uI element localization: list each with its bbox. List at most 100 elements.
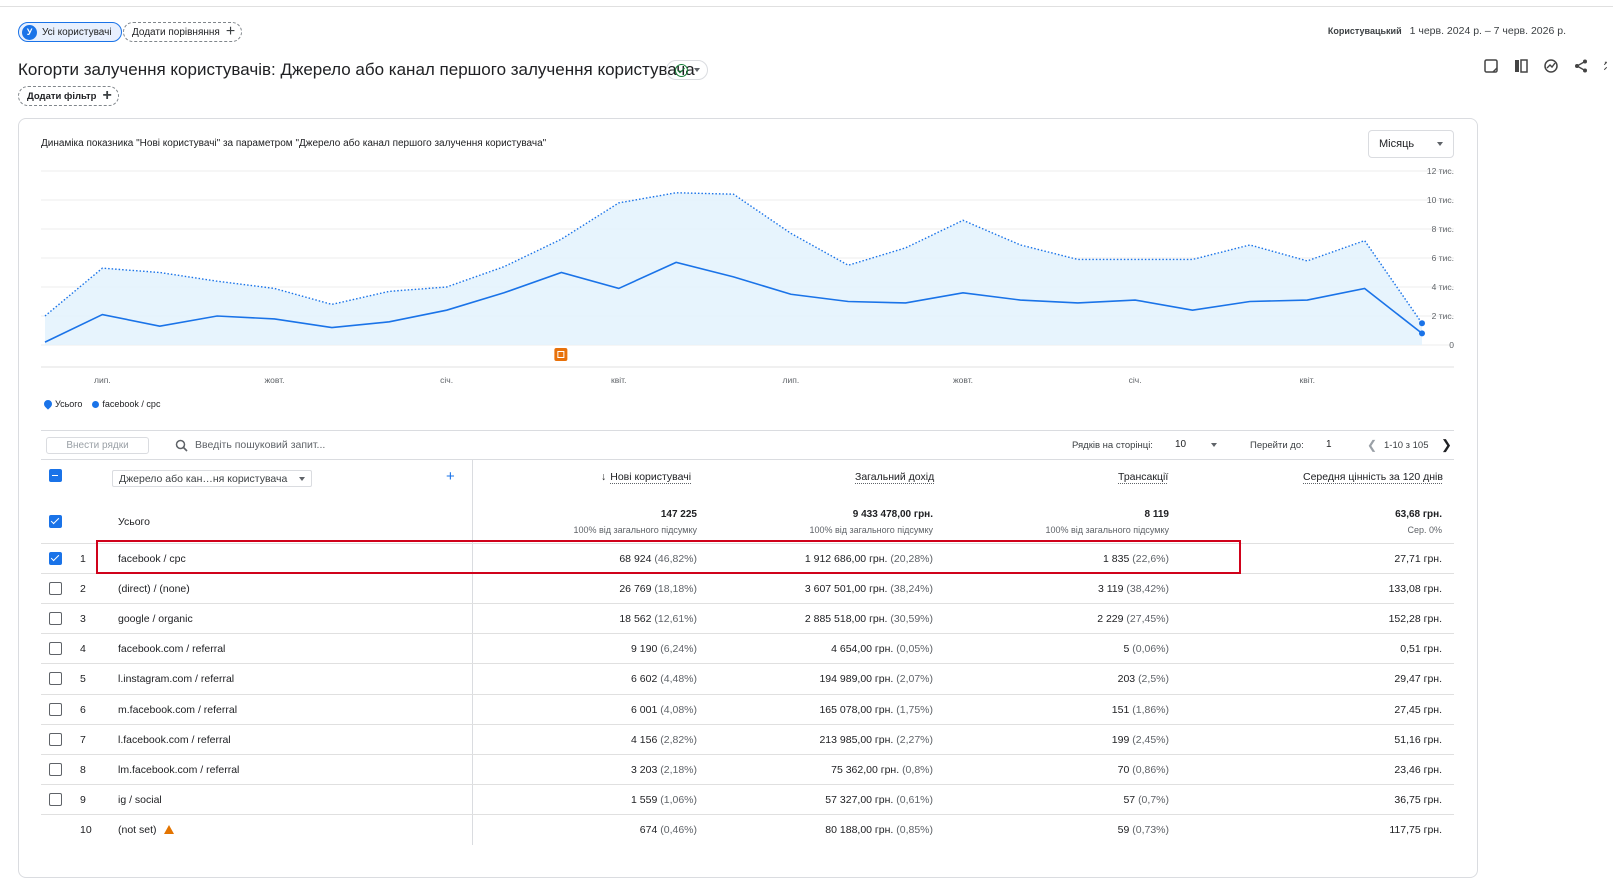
dimension-select[interactable]: Джерело або кан…ня користувача — [112, 470, 312, 487]
cell-revenue-value: 2 885 518,00 грн. — [804, 613, 888, 626]
cell-revenue-percent: (0,05%) — [896, 643, 933, 656]
legend-item-total[interactable]: Усього — [42, 398, 82, 410]
dimension-label: Джерело або кан…ня користувача — [119, 472, 288, 485]
row-checkbox[interactable] — [49, 762, 62, 776]
row-checkbox[interactable] — [49, 642, 62, 656]
row-checkbox[interactable] — [49, 612, 62, 626]
row-checkbox[interactable] — [49, 552, 62, 565]
row-checkbox[interactable] — [49, 672, 62, 686]
cell-new-users-percent: (4,08%) — [660, 703, 697, 716]
insights-note-icon[interactable] — [1483, 58, 1499, 74]
cell-revenue: 57 327,00 грн. (0,61%) — [825, 794, 933, 806]
cell-revenue-percent: (30,59%) — [890, 613, 933, 626]
column-header-ltv[interactable]: Середня цінність за 120 днів — [1303, 471, 1443, 483]
select-all-checkbox[interactable] — [49, 469, 62, 482]
prev-page-icon[interactable]: ❮ — [1367, 438, 1378, 452]
cell-ltv-value: 0,51 грн. — [1400, 643, 1442, 656]
segment-chip-all-users[interactable]: У Усі користувачі — [18, 22, 122, 42]
share-icon[interactable] — [1573, 58, 1589, 74]
cell-revenue-value: 75 362,00 грн. — [831, 763, 900, 776]
search-input[interactable]: Введіть пошуковий запит... — [195, 439, 326, 451]
legend-item-facebook-cpc[interactable]: facebook / cpc — [92, 399, 160, 409]
table-row[interactable]: 5 l.instagram.com / referral 6 602 (4,48%)… — [41, 663, 1454, 693]
table-row[interactable]: 6 m.facebook.com / referral 6 001 (4,08%) 1… — [41, 693, 1454, 724]
sort-desc-icon: ↓ — [601, 471, 607, 483]
page-title: Когорти залучення користувачів: Джерело … — [18, 60, 695, 79]
cell-revenue-percent: (0,8%) — [902, 763, 933, 776]
cell-new-users-value: 6 001 — [631, 703, 658, 716]
cell-revenue: 194 989,00 грн. (2,07%) — [819, 673, 933, 685]
report-status-dropdown[interactable] — [666, 60, 708, 80]
cell-new-users: 18 562 (12,61%) — [619, 613, 697, 625]
table-row[interactable]: 1 facebook / cpc 68 924 (46,82%) 1 912 686,… — [41, 543, 1454, 573]
cell-transactions: 203 (2,5%) — [1118, 673, 1169, 685]
cell-new-users-percent: (18,18%) — [654, 583, 697, 596]
row-checkbox[interactable] — [49, 792, 62, 806]
add-filter-button[interactable]: Додати фільтр + — [18, 86, 119, 106]
add-comparison-button[interactable]: Додати порівняння + — [123, 22, 243, 42]
cell-revenue-percent: (1,75%) — [896, 703, 933, 716]
cell-new-users: 9 190 (6,24%) — [631, 643, 697, 655]
date-range-picker[interactable]: Користувацький 1 черв. 2024 р. – 7 черв.… — [1328, 25, 1566, 37]
plot-rows-button[interactable]: Внести рядки — [46, 437, 149, 454]
cell-revenue-value: 194 989,00 грн. — [819, 673, 894, 686]
cell-new-users-percent: (2,18%) — [660, 763, 697, 776]
cell-transactions-percent: (0,7%) — [1138, 793, 1169, 806]
period-value: Місяць — [1379, 138, 1415, 150]
chevron-down-icon[interactable] — [1211, 443, 1217, 447]
table-row[interactable]: 7 l.facebook.com / referral 4 156 (2,82%) 2… — [41, 723, 1454, 754]
next-page-icon[interactable]: ❯ — [1441, 437, 1452, 452]
column-header-transactions[interactable]: Трансакції — [1118, 471, 1169, 483]
cell-transactions-value: 203 — [1117, 673, 1136, 686]
cell-ltv: 51,16 грн. — [1394, 734, 1442, 746]
period-select[interactable]: Місяць — [1368, 130, 1454, 158]
cell-new-users: 68 924 (46,82%) — [619, 553, 697, 565]
cell-transactions-value: 57 — [1123, 793, 1136, 806]
row-dimension-value: lm.facebook.com / referral — [118, 763, 240, 776]
cell-revenue-value: 4 654,00 грн. — [831, 643, 894, 656]
compare-icon[interactable] — [1513, 58, 1529, 74]
cell-transactions-value: 2 229 — [1097, 613, 1124, 626]
table-row[interactable]: 9 ig / social 1 559 (1,06%) 57 327,00 грн. … — [41, 783, 1454, 814]
cell-transactions: 5 (0,06%) — [1123, 643, 1169, 655]
totals-checkbox[interactable] — [49, 515, 62, 528]
column-header-new-users[interactable]: ↓ Нові користувачі — [601, 471, 692, 483]
cell-new-users: 6 602 (4,48%) — [631, 673, 697, 685]
cell-new-users-percent: (2,82%) — [660, 733, 697, 746]
cell-transactions-value: 1 835 — [1103, 553, 1130, 565]
cell-transactions: 3 119 (38,42%) — [1098, 583, 1169, 595]
add-dimension-icon[interactable]: + — [446, 468, 455, 485]
goto-input[interactable]: 1 — [1326, 439, 1332, 450]
cell-new-users: 3 203 (2,18%) — [631, 764, 697, 776]
cell-new-users: 6 001 (4,08%) — [631, 704, 697, 716]
row-checkbox[interactable] — [49, 732, 62, 746]
cell-ltv: 27,45 грн. — [1394, 704, 1442, 716]
table-row[interactable]: 8 lm.facebook.com / referral 3 203 (2,18%)… — [41, 753, 1454, 784]
cell-transactions: 199 (2,45%) — [1112, 734, 1169, 746]
cell-new-users-value: 18 562 — [619, 613, 652, 626]
table-row[interactable]: 4 facebook.com / referral 9 190 (6,24%) 4 6… — [41, 633, 1454, 663]
cell-revenue-percent: (0,61%) — [896, 793, 933, 806]
table-row[interactable]: 2 (direct) / (none) 26 769 (18,18%) 3 607 5… — [41, 573, 1454, 603]
table-row[interactable]: 10 (not set) 674 (0,46%) 80 188,00 грн. (0,… — [41, 813, 1454, 844]
row-rank: 2 — [80, 583, 86, 596]
rows-per-page-select[interactable]: 10 — [1175, 439, 1187, 450]
cell-new-users-value: 68 924 — [619, 553, 652, 565]
cell-transactions-percent: (1,86%) — [1132, 703, 1169, 716]
totals-label: Усього — [118, 516, 150, 528]
chevron-down-icon — [1437, 142, 1443, 146]
table-row[interactable]: 3 google / organic 18 562 (12,61%) 2 885 51… — [41, 603, 1454, 633]
row-rank: 7 — [80, 733, 86, 746]
row-rank: 9 — [80, 793, 86, 806]
cell-revenue-value: 1 912 686,00 грн. — [804, 553, 888, 565]
row-rank: 4 — [80, 643, 86, 656]
column-header-revenue[interactable]: Загальний дохід — [855, 471, 935, 483]
plus-icon: + — [102, 87, 112, 104]
row-checkbox[interactable] — [49, 582, 62, 596]
report-toolbar — [1483, 58, 1613, 74]
analytics-icon[interactable] — [1543, 58, 1559, 74]
row-checkbox[interactable] — [49, 702, 62, 716]
chevron-down-icon — [299, 476, 305, 481]
expand-icon[interactable] — [1603, 58, 1613, 74]
cell-new-users-percent: (1,06%) — [660, 793, 697, 806]
